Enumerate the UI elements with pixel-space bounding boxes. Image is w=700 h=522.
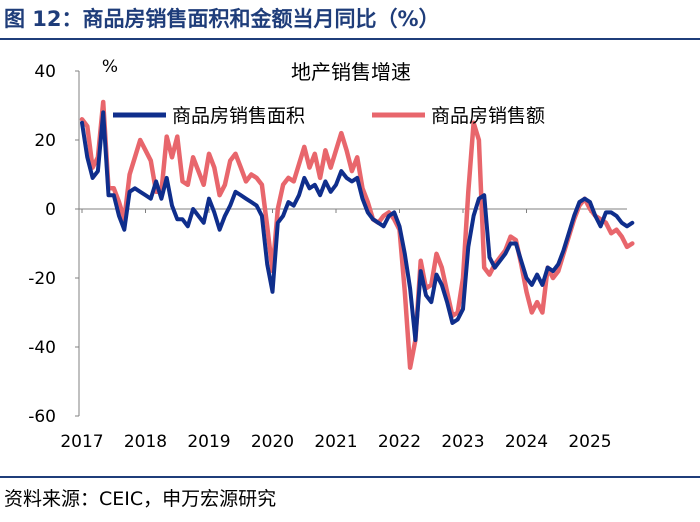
chart-title: 地产销售增速 bbox=[291, 60, 411, 84]
legend-label-amount: 商品房销售额 bbox=[431, 105, 545, 127]
x-tick-label: 2024 bbox=[505, 432, 548, 452]
source-note: 资料来源：CEIC，申万宏源研究 bbox=[4, 488, 277, 510]
y-axis-unit: % bbox=[102, 57, 118, 77]
y-tick-label: -20 bbox=[28, 269, 56, 289]
y-tick-label: -60 bbox=[28, 407, 56, 427]
x-tick-label: 2023 bbox=[441, 432, 484, 452]
x-tick-label: 2020 bbox=[251, 432, 294, 452]
footer-rule bbox=[0, 476, 700, 478]
y-tick-label: 20 bbox=[34, 131, 56, 151]
legend-label-area: 商品房销售面积 bbox=[172, 105, 305, 127]
series-line-area bbox=[80, 110, 635, 343]
series-layer bbox=[79, 99, 635, 370]
y-tick-label: 40 bbox=[34, 62, 56, 82]
x-tick-label: 2018 bbox=[124, 432, 167, 452]
legend: 商品房销售面积 商品房销售额 bbox=[113, 105, 545, 127]
title-rule bbox=[0, 38, 700, 40]
y-tick-label: 0 bbox=[45, 200, 56, 220]
x-tick-label: 2019 bbox=[187, 432, 230, 452]
x-tick-label: 2022 bbox=[378, 432, 421, 452]
y-tick-label: -40 bbox=[28, 338, 56, 358]
x-tick-label: 2025 bbox=[568, 432, 611, 452]
x-tick-label: 2021 bbox=[314, 432, 357, 452]
figure-title: 图 12：商品房销售面积和金额当月同比（%） bbox=[4, 7, 440, 31]
series-line-amount bbox=[79, 99, 635, 370]
x-tick-label: 2017 bbox=[60, 432, 103, 452]
